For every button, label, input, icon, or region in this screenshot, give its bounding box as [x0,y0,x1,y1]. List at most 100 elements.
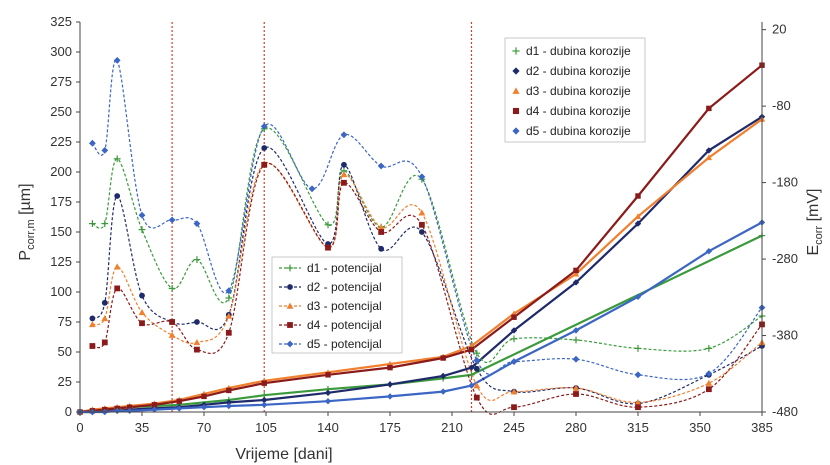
legend-potential: d1 - potencijal d2 - potencijal d3 - poten… [271,256,403,354]
y-left-tick-label-5: 125 [50,254,72,269]
depth-line-d5 [80,221,763,414]
potential-point-d2-1 [101,299,108,306]
depth-point-d2-16 [634,220,642,227]
depth-point-d5-10 [324,398,332,405]
potential-point-d3-5 [193,339,201,346]
depth-point-d4-16 [635,193,641,199]
potential-point-d2-0 [89,315,96,322]
data-markers [76,57,766,416]
potential-point-d4-6 [225,329,232,336]
potential-point-d1-14 [572,336,580,344]
legend-depth-marker-d3 [512,87,520,94]
y-left-tick-label-0: 0 [65,404,72,419]
depth-point-d2-8 [225,399,232,406]
depth-point-d4-13 [468,346,475,353]
potential-point-d1-8 [324,221,332,229]
y-left-tick-label-8: 200 [50,164,72,179]
right-axis-title-sub: corr [813,226,825,245]
potential-point-d4-2 [114,285,121,292]
legend-potential-label-d1: d1 - potencijal [307,261,382,275]
y-left-tick-label-1: 25 [58,374,72,389]
depth-point-d4-12 [440,355,446,361]
potential-point-d5-15 [634,371,642,379]
legend-potential-marker-d1 [286,264,294,272]
depth-series-lines [79,64,763,414]
potential-point-d3-12 [473,382,481,389]
potential-point-d1-12 [473,349,481,357]
depth-point-d2-12 [439,372,447,380]
x-axis-title: Vrijeme [dani] [235,446,332,463]
potential-point-d4-10 [378,229,385,235]
left-axis-title-main: P [17,250,34,261]
potential-point-d2-12 [473,365,480,372]
y-left-tick-label-11: 275 [50,74,72,89]
legend-potential-box [271,256,403,354]
legend-depth-marker-d5 [512,127,520,135]
depth-point-d4-11 [387,364,393,371]
potential-point-d4-5 [194,346,200,353]
legend-potential-marker-d5 [286,340,294,348]
potential-point-d5-7 [260,123,268,130]
depth-point-d5-17 [705,248,713,255]
x-tick-label-3: 105 [255,420,277,435]
y-right-tick-label-1: -80 [772,98,791,113]
potential-point-d5-0 [89,139,96,147]
potential-point-d3-11 [418,209,426,216]
right-axis-title: Ecorr [mV] [805,189,825,256]
potential-point-d1-4 [168,285,176,292]
potential-point-d5-3 [138,211,146,219]
left-axis-title: Pcorr,m [µm] [17,183,37,260]
y-left-tick-label-3: 75 [58,314,72,329]
depth-point-d5-13 [468,382,475,389]
x-tick-label-4: 140 [317,420,339,435]
depth-point-d4-8 [226,387,232,394]
depth-point-d4-4 [126,404,133,410]
potential-line-d5 [91,59,763,381]
potential-point-d3-1 [101,315,109,322]
depth-point-d5-16 [634,293,642,300]
tick-labels: 0 35 70 105 140 175 210 245 280 315 350 385 0 25 50 75 1… [50,14,798,435]
legend-depth: d1 - dubina korozije d2 - dubina korozije… [504,37,646,143]
potential-point-d3-2 [113,263,121,270]
y-left-tick-label-9: 225 [50,134,72,149]
potential-point-d4-8 [325,244,331,251]
potential-point-d4-7 [261,161,268,168]
potential-line-d2 [91,146,763,405]
right-axis-title-main: E [805,245,822,256]
y-left-tick-label-4: 100 [50,284,72,299]
legend-depth-label-d5: d5 - dubina korozije [526,124,631,138]
y-right-tick-label-0: 20 [772,22,786,37]
potential-point-d4-16 [705,386,712,393]
potential-point-d3-16 [705,379,713,386]
potential-point-d2-3 [139,292,145,299]
depth-point-d3-16 [634,213,642,219]
depth-point-d5-6 [176,405,183,412]
legend-depth-marker-d1 [512,47,520,55]
depth-point-d2-14 [510,327,518,334]
right-axis-title-unit: [mV] [805,189,822,226]
potential-point-d4-3 [139,320,145,327]
depth-point-d4-9 [261,380,267,386]
depth-point-d1-12 [468,371,475,378]
potential-point-d1-1 [101,220,109,227]
legend-depth-label-d3: d3 - dubina korozije [526,84,631,98]
potential-point-d4-1 [101,339,108,346]
potential-point-d5-8 [308,185,316,193]
legend-depth-label-d2: d2 - dubina korozije [526,64,631,78]
legend-potential-marker-d3 [286,302,294,309]
potential-point-d5-14 [572,355,580,363]
depth-point-d5-7 [200,404,208,411]
depth-point-d5-8 [225,402,232,410]
potential-point-d2-10 [378,245,385,252]
potential-point-d5-11 [418,173,426,181]
legend-depth-marker-d2 [512,67,520,75]
potential-line-d4 [92,162,763,415]
depth-point-d2-11 [386,381,394,388]
legend-potential-label-d5: d5 - potencijal [307,337,382,351]
depth-point-d3-15 [572,270,580,277]
potential-point-d1-2 [113,155,121,163]
y-right-tick-label-5: -480 [772,404,798,419]
x-tick-label-11: 385 [751,420,773,435]
depth-point-d3-17 [705,154,713,161]
